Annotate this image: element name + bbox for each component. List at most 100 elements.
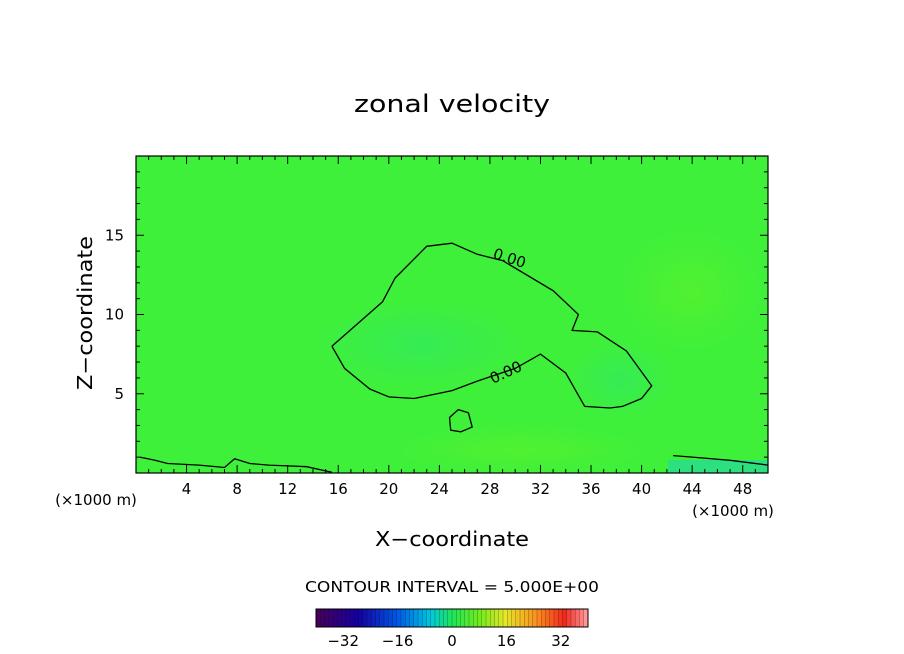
colorbar-cell (511, 609, 517, 627)
colorbar-tick-label: 0 (447, 632, 457, 650)
colorbar-cell (413, 609, 419, 627)
colorbar-cell (579, 609, 585, 627)
zero-contour-upper (331, 242, 653, 409)
colorbar-cell (477, 609, 483, 627)
colorbar-cell (520, 609, 525, 627)
x-tick-label: 12 (278, 480, 297, 498)
colorbar-cell (426, 609, 432, 627)
x-tick-label: 20 (379, 480, 398, 498)
colorbar-cell (562, 609, 568, 627)
colorbar-cell (515, 609, 521, 627)
x-tick-label: 16 (329, 480, 348, 498)
colorbar-cell (452, 609, 457, 627)
colorbar-cell (384, 609, 389, 627)
plot-area: 0.00 0.00 (135, 155, 769, 474)
x-tick-label: 44 (683, 480, 702, 498)
colorbar-cell (575, 609, 580, 627)
colorbar-tick-label: −16 (382, 632, 414, 650)
x-tick-label: 4 (182, 480, 192, 498)
colorbar-cell (498, 609, 504, 627)
colorbar-cell (571, 609, 576, 627)
colorbar-cell (405, 609, 410, 627)
colorbar-cell (333, 609, 338, 627)
contour-lines (139, 242, 768, 473)
colorbar-cell (566, 609, 572, 627)
colorbar-cell (422, 609, 427, 627)
colorbar-cell (447, 609, 453, 627)
colorbar-cell (379, 609, 385, 627)
colorbar-cell (430, 609, 436, 627)
colorbar-cell (392, 609, 398, 627)
colorbar-cell (354, 609, 359, 627)
colorbar-cell (324, 609, 330, 627)
field-patch-surface-right (668, 460, 768, 473)
colorbar-cell (549, 609, 555, 627)
colorbar-cell (507, 609, 512, 627)
x-tick-label: 48 (733, 480, 752, 498)
colorbar-cell (375, 609, 381, 627)
colorbar-cell (388, 609, 393, 627)
colorbar-cell (456, 609, 461, 627)
colorbar-cell (371, 609, 376, 627)
y-tick-label: 15 (105, 226, 124, 244)
axis-ticks (136, 156, 768, 473)
x-units-right: (×1000 m) (692, 502, 774, 520)
colorbar-cell (545, 609, 551, 627)
colorbar-cell (524, 609, 529, 627)
colorbar-cell (401, 609, 406, 627)
x-tick-label: 32 (531, 480, 550, 498)
colorbar-cell (443, 609, 449, 627)
colorbar-cell (541, 609, 546, 627)
colorbar-frame (315, 608, 589, 628)
zero-contour-island (448, 408, 473, 433)
field-patch-upper-right (620, 230, 760, 350)
colorbar-tick-labels: −32 −16 0 16 32 (327, 632, 570, 650)
x-tick-label: 8 (232, 480, 242, 498)
y-axis-label: Z−coordinate (73, 236, 97, 390)
x-tick-label: 24 (430, 480, 449, 498)
colorbar-cell (486, 609, 491, 627)
colorbar-cell (490, 609, 495, 627)
colorbar-cell (396, 609, 402, 627)
x-tick-label: 28 (480, 480, 499, 498)
colorbar-cell (464, 609, 470, 627)
colorbar-cell (328, 609, 334, 627)
zero-contour-surface-right (673, 454, 768, 466)
colorbar-cell (481, 609, 487, 627)
field-patch-right (565, 340, 675, 420)
y-tick-labels: 5 10 15 (105, 226, 124, 403)
chart-title: zonal velocity (354, 90, 550, 118)
colorbar-cell (418, 609, 423, 627)
colorbar-cell (554, 609, 559, 627)
x-tick-label: 36 (581, 480, 600, 498)
colorbar-cell (362, 609, 368, 627)
x-tick-labels: 4 8 12 16 20 24 28 32 36 40 44 48 (182, 480, 752, 498)
colorbar-cell (469, 609, 474, 627)
y-tick-label: 10 (105, 306, 124, 324)
colorbar-cell (558, 609, 563, 627)
colorbar-cell (583, 609, 589, 627)
colorbar (315, 608, 589, 628)
colorbar-cell (358, 609, 364, 627)
colorbar-cell (367, 609, 372, 627)
colorbar-cell (350, 609, 355, 627)
colorbar-cell (494, 609, 500, 627)
x-axis-label: X−coordinate (375, 527, 529, 551)
colorbar-cell (473, 609, 478, 627)
x-units-left: (×1000 m) (55, 491, 137, 509)
colorbar-cell (320, 609, 325, 627)
zero-contour-surface-left (139, 456, 333, 473)
colorbar-cell (316, 609, 321, 627)
colorbar-cell (439, 609, 444, 627)
colorbar-cell (503, 609, 508, 627)
colorbar-cell (537, 609, 542, 627)
colorbar-cell (409, 609, 415, 627)
field-patch-center (310, 300, 530, 390)
y-tick-label: 5 (114, 385, 124, 403)
colorbar-cell (435, 609, 440, 627)
colorbar-cell (345, 609, 351, 627)
colorbar-tick-label: 32 (551, 632, 570, 650)
colorbar-cell (528, 609, 534, 627)
colorbar-cell (337, 609, 342, 627)
